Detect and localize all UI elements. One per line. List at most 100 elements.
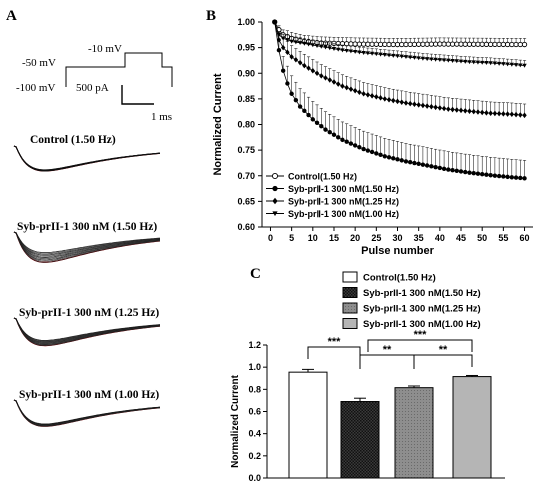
panel-a: A -50 mV -10 mV -100 mV 500 pA 1 ms Cont…	[6, 8, 173, 427]
data-point	[327, 77, 332, 83]
data-point	[412, 101, 417, 108]
bar	[288, 371, 328, 479]
data-point	[505, 174, 510, 180]
data-point	[513, 63, 519, 68]
data-point	[382, 41, 388, 48]
data-point	[518, 175, 523, 181]
data-point	[496, 41, 502, 48]
data-point	[488, 61, 493, 66]
data-point	[348, 49, 354, 54]
data-point	[521, 41, 528, 48]
data-point	[395, 54, 400, 59]
series-group	[272, 19, 527, 181]
data-point	[517, 41, 523, 48]
trace-label-1: Control (1.50 Hz)	[30, 134, 116, 146]
data-point	[331, 132, 337, 137]
y-tick-label: 1.2	[248, 340, 261, 350]
data-point	[518, 63, 523, 68]
data-point	[471, 60, 476, 65]
data-point	[348, 141, 354, 146]
legend-label: Syb-prⅡ-1 300 nM(1.00 Hz)	[288, 209, 399, 219]
data-point	[361, 90, 366, 97]
significance-label: ***	[414, 329, 428, 341]
y-tick-label: 0.70	[237, 171, 255, 181]
pulse-trace	[13, 145, 161, 171]
data-point	[365, 51, 371, 56]
legend-marker	[272, 185, 278, 192]
legend-label: Control(1.50 Hz)	[288, 171, 357, 181]
legend-swatch	[342, 302, 358, 314]
data-point	[390, 41, 396, 48]
data-point	[424, 163, 430, 168]
legend-marker	[272, 211, 278, 217]
data-point	[386, 53, 392, 58]
data-point	[446, 106, 451, 112]
data-point	[310, 117, 316, 122]
y-tick-label: 0.8	[248, 384, 261, 394]
data-point	[412, 55, 417, 60]
y-tick-label: 0.65	[237, 196, 255, 206]
y-tick-label: 0.4	[248, 429, 261, 439]
scale-bar	[121, 85, 154, 105]
data-point	[475, 41, 481, 47]
trace-label-4: Syb-prII-1 300 nM (1.00 Hz)	[19, 389, 159, 401]
x-tick-label: 50	[477, 233, 487, 243]
pulse-trace	[13, 231, 161, 254]
data-point	[432, 41, 439, 47]
data-point	[437, 41, 443, 47]
data-point	[492, 41, 498, 48]
data-point	[403, 55, 409, 60]
data-point	[522, 176, 527, 181]
data-point	[336, 47, 341, 52]
legend-swatch	[342, 318, 358, 329]
pulse-trace	[13, 317, 161, 341]
data-point	[458, 59, 464, 64]
pulse-trace	[13, 145, 161, 172]
data-point	[374, 151, 379, 156]
data-point	[348, 41, 354, 47]
data-point	[276, 47, 282, 53]
data-point	[450, 106, 455, 113]
pulse-trace	[13, 231, 161, 257]
data-point	[319, 73, 324, 79]
y-axis-label: Normalized Current	[212, 73, 224, 175]
pulse-trace	[13, 145, 161, 172]
data-point	[352, 87, 358, 94]
data-point	[306, 42, 311, 47]
data-point	[513, 111, 519, 118]
data-point	[513, 41, 519, 48]
significance-bracket	[307, 346, 361, 359]
data-point	[479, 60, 485, 65]
data-point	[374, 52, 379, 57]
data-point	[504, 41, 511, 48]
pulse-trace	[13, 231, 161, 261]
pulse-trace	[13, 145, 161, 171]
data-point	[475, 171, 481, 176]
pulse-trace	[13, 399, 161, 427]
data-point	[509, 175, 515, 180]
data-point	[373, 41, 379, 47]
significance-label: **	[383, 344, 392, 356]
significance-bracket	[413, 354, 473, 367]
protocol-label-step: -10 mV	[88, 43, 122, 55]
data-point	[420, 102, 426, 109]
scale-label-current: 500 pA	[76, 82, 109, 94]
data-point	[314, 44, 320, 49]
legend-swatch	[342, 271, 358, 283]
data-point	[323, 45, 328, 50]
data-point	[306, 112, 311, 118]
pulse-trace	[13, 145, 161, 171]
bar	[452, 376, 492, 479]
data-point	[386, 41, 392, 48]
panel-c: C 0.0 0.2 0.4 0.6 0.8 1.0 1.2 Normalized Curren…	[230, 266, 505, 483]
data-point	[522, 112, 527, 119]
data-point	[463, 59, 468, 64]
data-point	[446, 167, 451, 172]
data-point	[420, 56, 426, 61]
data-point	[454, 107, 459, 113]
data-point	[394, 41, 401, 48]
data-point	[395, 98, 400, 105]
data-point	[505, 111, 510, 117]
data-point	[458, 169, 464, 174]
data-point	[518, 112, 523, 118]
